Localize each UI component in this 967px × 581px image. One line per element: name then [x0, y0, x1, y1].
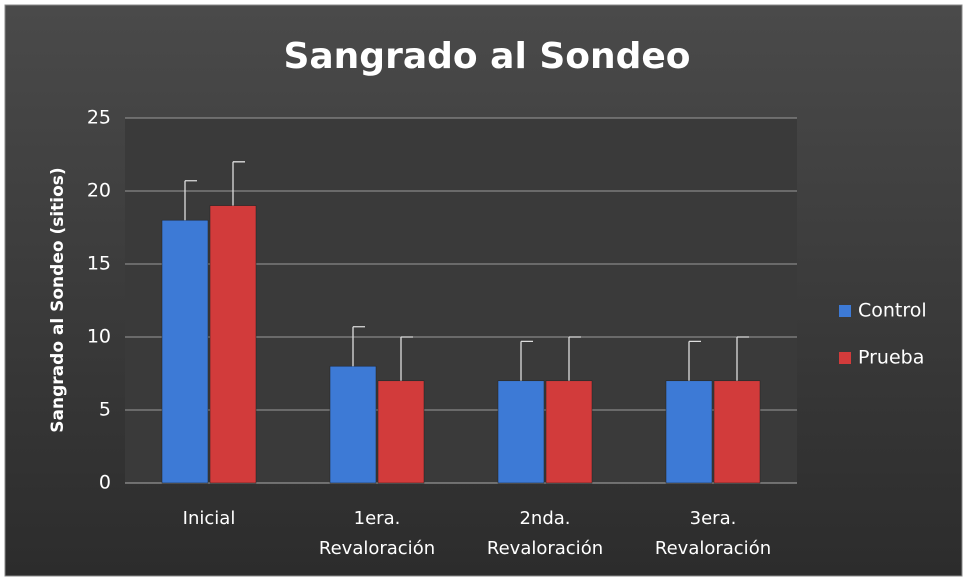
error-bar	[352, 326, 365, 367]
bar	[665, 380, 713, 484]
x-tick-label-line: 1era.	[354, 508, 401, 529]
bar	[497, 380, 545, 484]
bar	[329, 365, 377, 484]
x-tick-label-line: Revaloración	[655, 538, 771, 559]
x-tick-label-line: 3era.	[690, 508, 737, 529]
x-tick-label-line: Revaloración	[487, 538, 603, 559]
legend-swatch	[839, 352, 851, 364]
y-tick-label: 0	[99, 472, 111, 494]
y-axis-label: Sangrado al Sondeo (sitios)	[48, 167, 68, 432]
error-bar	[568, 336, 581, 381]
x-tick-label: 1era. Revaloración	[319, 508, 435, 559]
y-tick-label: 20	[87, 180, 111, 202]
error-bar	[520, 340, 533, 381]
error-bar	[232, 161, 245, 206]
x-tick-label: 2nda. Revaloración	[487, 508, 603, 559]
x-tick-label: Inicial	[183, 508, 236, 529]
legend-swatch	[839, 305, 851, 317]
bar	[209, 205, 257, 484]
bar	[713, 380, 761, 484]
y-tick-label: 10	[87, 326, 111, 348]
bar	[161, 219, 209, 484]
y-tick-label: 25	[87, 107, 111, 129]
x-tick-label: 3era. Revaloración	[655, 508, 771, 559]
error-bar	[400, 336, 413, 381]
x-tick-label-line: 2nda.	[519, 508, 570, 529]
bar	[545, 380, 593, 484]
x-tick-label-line: Revaloración	[319, 538, 435, 559]
legend-label: Control	[858, 300, 927, 322]
y-tick-label: 15	[87, 253, 111, 275]
error-bar	[688, 340, 701, 381]
legend-label: Prueba	[858, 347, 924, 369]
error-bar	[736, 336, 749, 381]
chart-title: Sangrado al Sondeo	[283, 36, 690, 77]
error-bar	[184, 180, 197, 221]
y-tick-label: 5	[99, 399, 111, 421]
bar	[377, 380, 425, 484]
